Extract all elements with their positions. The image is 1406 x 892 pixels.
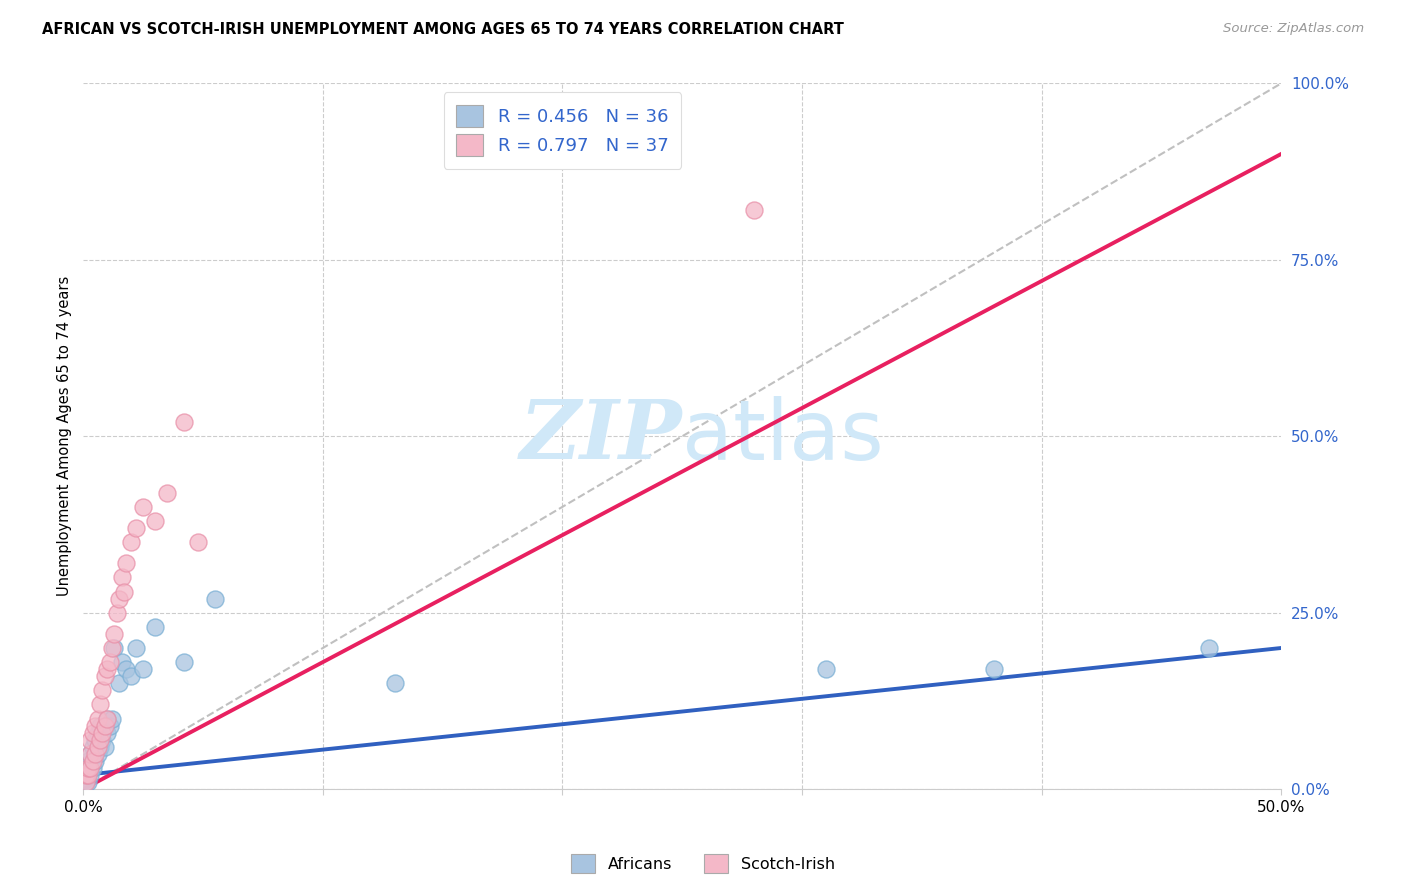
Point bbox=[101, 640, 124, 655]
Point bbox=[384, 676, 406, 690]
Point bbox=[82, 761, 104, 775]
Point bbox=[132, 662, 155, 676]
Point bbox=[983, 662, 1005, 676]
Point bbox=[120, 535, 142, 549]
Point bbox=[79, 747, 101, 761]
Text: AFRICAN VS SCOTCH-IRISH UNEMPLOYMENT AMONG AGES 65 TO 74 YEARS CORRELATION CHART: AFRICAN VS SCOTCH-IRISH UNEMPLOYMENT AMO… bbox=[42, 22, 844, 37]
Point bbox=[1198, 640, 1220, 655]
Point bbox=[101, 712, 124, 726]
Point bbox=[125, 521, 148, 535]
Point bbox=[94, 669, 117, 683]
Point bbox=[125, 640, 148, 655]
Point bbox=[173, 655, 195, 669]
Point bbox=[187, 535, 209, 549]
Point bbox=[77, 761, 100, 775]
Point bbox=[96, 725, 118, 739]
Point bbox=[79, 761, 101, 775]
Point bbox=[120, 669, 142, 683]
Point bbox=[115, 557, 138, 571]
Point bbox=[86, 747, 108, 761]
Point bbox=[84, 754, 107, 768]
Point bbox=[91, 683, 114, 698]
Point bbox=[173, 415, 195, 429]
Point bbox=[96, 662, 118, 676]
Point bbox=[103, 627, 125, 641]
Point bbox=[79, 747, 101, 761]
Point bbox=[79, 768, 101, 782]
Point bbox=[96, 712, 118, 726]
Point bbox=[143, 620, 166, 634]
Point bbox=[77, 775, 100, 789]
Point bbox=[86, 725, 108, 739]
Text: ZIP: ZIP bbox=[520, 396, 682, 476]
Point bbox=[115, 662, 138, 676]
Point bbox=[98, 655, 121, 669]
Point bbox=[89, 698, 111, 712]
Point bbox=[156, 485, 179, 500]
Point bbox=[91, 725, 114, 739]
Point bbox=[82, 725, 104, 739]
Y-axis label: Unemployment Among Ages 65 to 74 years: Unemployment Among Ages 65 to 74 years bbox=[58, 277, 72, 597]
Point bbox=[814, 662, 837, 676]
Point bbox=[75, 775, 97, 789]
Point bbox=[79, 732, 101, 747]
Point bbox=[204, 591, 226, 606]
Text: atlas: atlas bbox=[682, 396, 884, 477]
Point bbox=[82, 739, 104, 754]
Point bbox=[84, 732, 107, 747]
Point bbox=[86, 739, 108, 754]
Point bbox=[84, 747, 107, 761]
Point bbox=[89, 732, 111, 747]
Legend: Africans, Scotch-Irish: Africans, Scotch-Irish bbox=[565, 847, 841, 880]
Point bbox=[143, 514, 166, 528]
Point bbox=[108, 676, 131, 690]
Point bbox=[82, 754, 104, 768]
Point bbox=[75, 768, 97, 782]
Legend: R = 0.456   N = 36, R = 0.797   N = 37: R = 0.456 N = 36, R = 0.797 N = 37 bbox=[444, 93, 681, 169]
Point bbox=[77, 768, 100, 782]
Point bbox=[89, 739, 111, 754]
Text: Source: ZipAtlas.com: Source: ZipAtlas.com bbox=[1223, 22, 1364, 36]
Point bbox=[132, 500, 155, 514]
Point bbox=[108, 591, 131, 606]
Point bbox=[79, 761, 101, 775]
Point bbox=[75, 775, 97, 789]
Point bbox=[77, 754, 100, 768]
Point bbox=[742, 203, 765, 218]
Point bbox=[96, 712, 118, 726]
Point bbox=[84, 718, 107, 732]
Point bbox=[112, 584, 135, 599]
Point bbox=[86, 712, 108, 726]
Point bbox=[94, 718, 117, 732]
Point bbox=[89, 718, 111, 732]
Point bbox=[94, 739, 117, 754]
Point bbox=[77, 761, 100, 775]
Point bbox=[111, 655, 134, 669]
Point bbox=[98, 718, 121, 732]
Point bbox=[105, 606, 128, 620]
Point bbox=[75, 768, 97, 782]
Point bbox=[91, 732, 114, 747]
Point bbox=[103, 640, 125, 655]
Point bbox=[111, 570, 134, 584]
